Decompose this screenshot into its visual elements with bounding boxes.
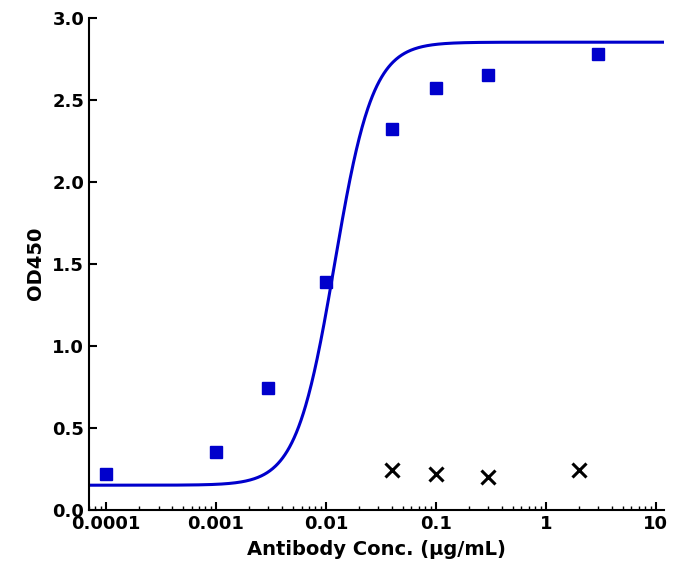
Y-axis label: OD450: OD450 bbox=[26, 227, 45, 301]
X-axis label: Antibody Conc. (μg/mL): Antibody Conc. (μg/mL) bbox=[247, 540, 506, 558]
